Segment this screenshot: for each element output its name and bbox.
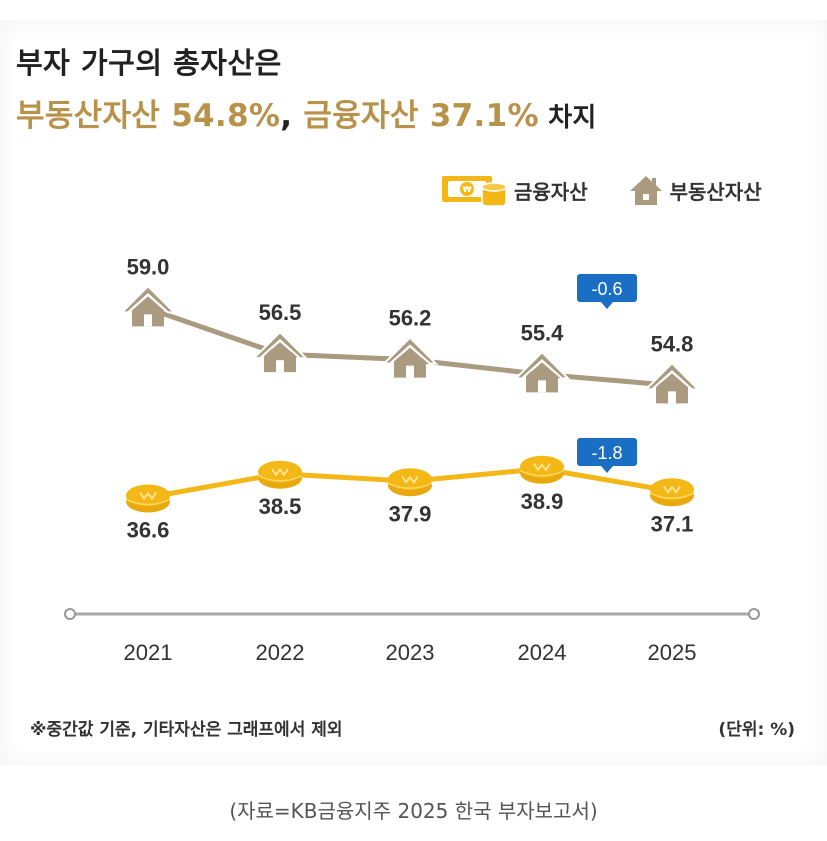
coin-marker-icon [649, 478, 695, 507]
title-suffix: 차지 [538, 103, 597, 133]
title-financial-highlight: 금융자산 37.1% [303, 98, 539, 134]
change-callout: -1.8 [577, 438, 637, 473]
footnote: ※중간값 기준, 기타자산은 그래프에서 제외 [30, 720, 343, 740]
title-separator: , [280, 98, 304, 134]
x-tick-label: 2025 [648, 640, 697, 665]
legend-item-realestate: 부동산자산 [628, 173, 762, 207]
x-tick-label: 2021 [124, 640, 173, 665]
data-label: 56.5 [259, 300, 302, 325]
coin-marker-icon [519, 455, 565, 484]
house-marker-icon [643, 361, 701, 404]
title-realestate-highlight: 부동산자산 54.8% [16, 98, 281, 134]
data-label: 55.4 [521, 320, 565, 345]
data-label: 38.9 [521, 489, 564, 514]
house-icon [629, 176, 662, 205]
data-label: 36.6 [127, 518, 170, 543]
data-label: 38.5 [259, 494, 302, 519]
house-marker-icon [513, 350, 571, 393]
x-tick-label: 2022 [256, 640, 305, 665]
data-label: 54.8 [651, 331, 694, 356]
callout-text: -1.8 [591, 443, 622, 463]
coin-marker-icon [387, 468, 433, 497]
data-label: 37.1 [651, 511, 694, 536]
chart-card [0, 20, 827, 765]
unit-label: (단위: %) [718, 720, 795, 740]
x-tick-label: 2024 [518, 640, 567, 665]
chart-title-line1: 부자 가구의 총자산은 [16, 46, 282, 80]
money-coin-icon: ₩ [442, 176, 507, 207]
coin-marker-icon [257, 460, 303, 489]
house-marker-icon [119, 284, 177, 327]
house-marker-icon [251, 330, 309, 373]
svg-text:₩: ₩ [463, 185, 472, 194]
axis-end-dot [748, 608, 760, 620]
axis-start-dot [64, 608, 76, 620]
source-caption: (자료=KB금융지주 2025 한국 부자보고서) [229, 799, 598, 823]
data-label: 59.0 [127, 254, 170, 279]
callout-text: -0.6 [591, 279, 622, 299]
house-marker-icon [381, 336, 439, 378]
legend-label-financial: 금융자산 [514, 179, 588, 204]
coin-marker-icon [125, 484, 171, 513]
line-chart: 59.0 56.5 56.2 55.4 54.8 36.6 38.5 37.9 38.9 37.1… [64, 254, 760, 665]
legend-label-realestate: 부동산자산 [669, 179, 762, 204]
chart-legend: ₩ 금융자산 부동산자산 [440, 172, 762, 208]
data-label: 37.9 [389, 501, 432, 526]
x-tick-label: 2023 [386, 640, 435, 665]
chart-title-line2: 부동산자산 54.8%, 금융자산 37.1% 차지 [16, 90, 597, 135]
data-label: 56.2 [389, 306, 432, 331]
change-callout: -0.6 [577, 274, 637, 309]
legend-item-financial: ₩ 금융자산 [440, 172, 588, 208]
